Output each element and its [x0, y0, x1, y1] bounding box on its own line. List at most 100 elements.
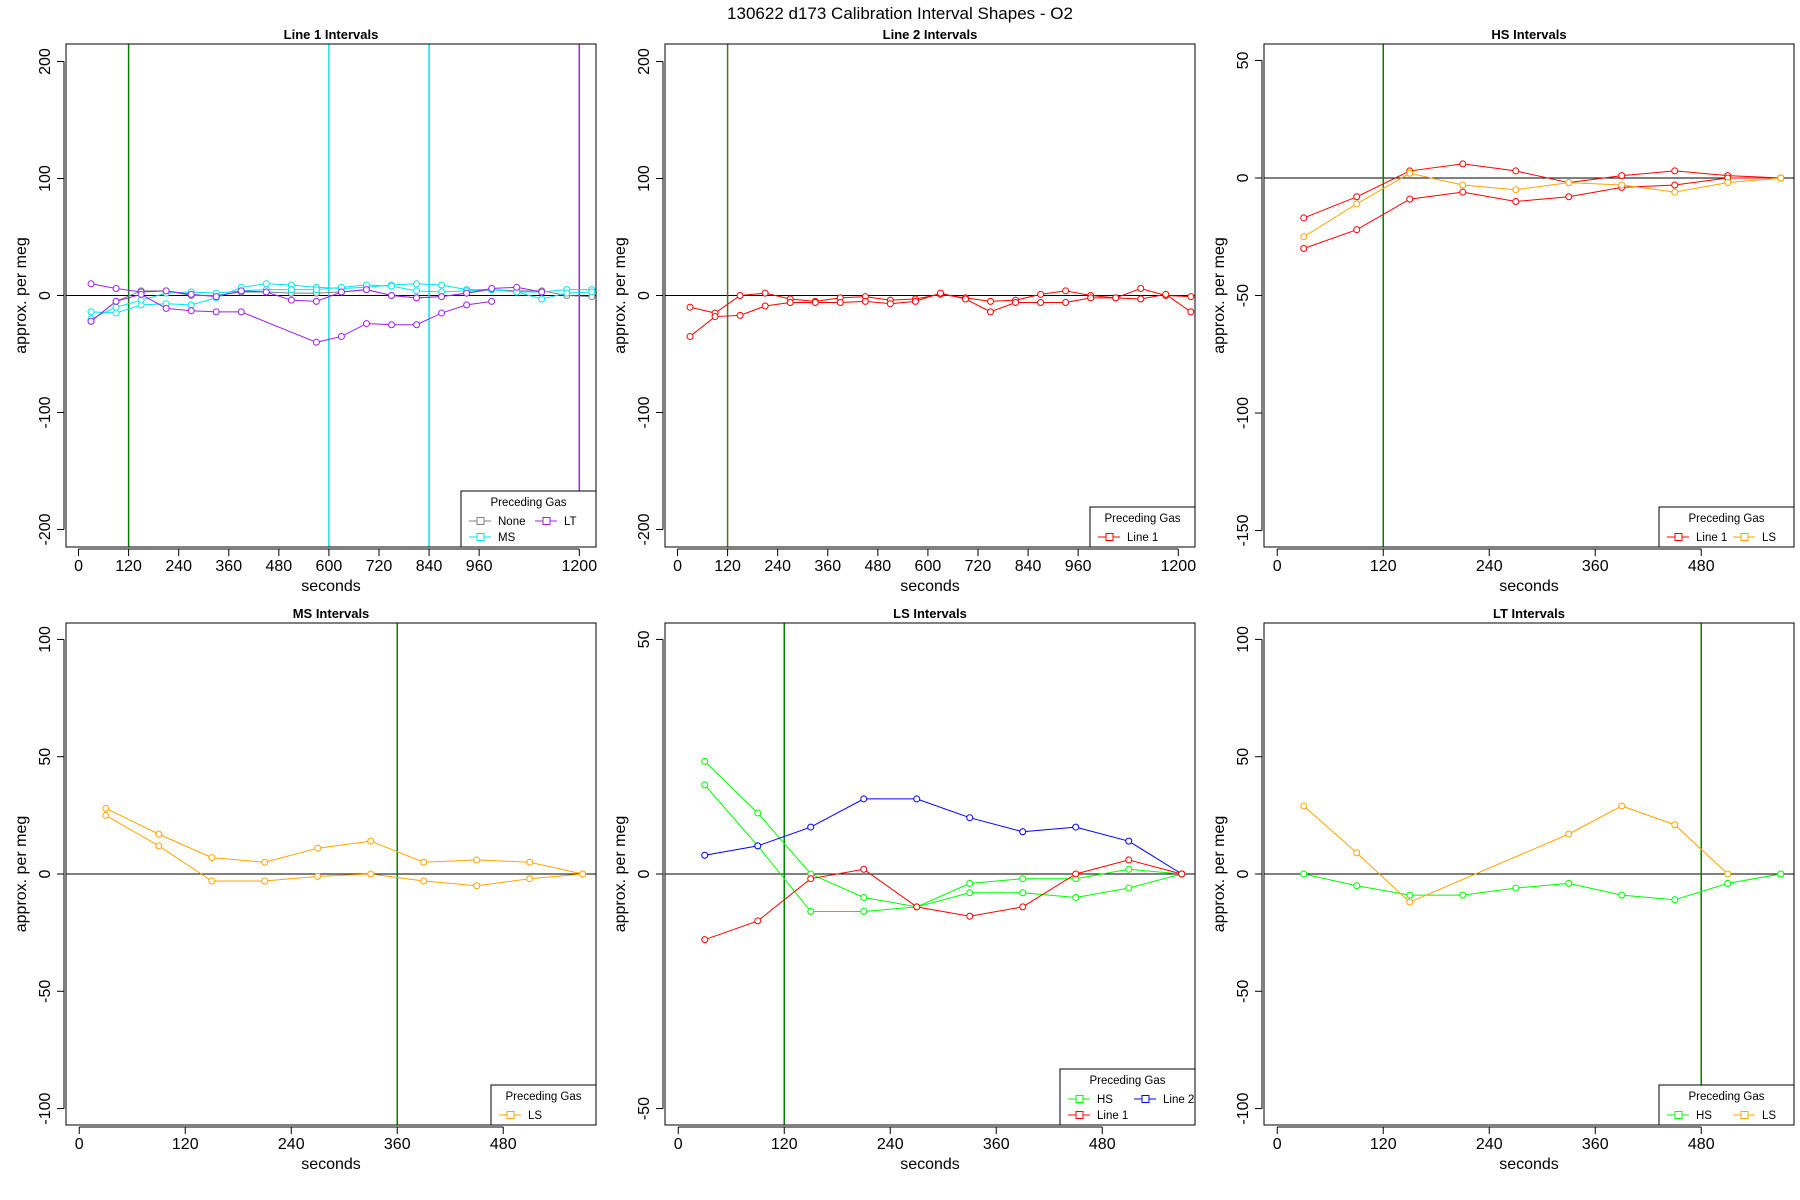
- data-point: [1565, 193, 1573, 201]
- data-point: [786, 299, 794, 307]
- data-point: [314, 844, 322, 852]
- data-point: [208, 854, 216, 862]
- panel-title: LT Intervals: [1493, 606, 1565, 621]
- x-tick-label: 1200: [1161, 558, 1197, 575]
- data-point: [1037, 299, 1045, 307]
- plot-frame: [65, 43, 597, 548]
- y-tick-label: 50: [636, 630, 653, 648]
- x-tick-label: 0: [1273, 1136, 1282, 1153]
- data-point: [1406, 195, 1414, 203]
- data-point: [538, 288, 546, 296]
- data-point: [337, 288, 345, 296]
- data-point: [807, 875, 815, 883]
- panel-title: LS Intervals: [893, 606, 967, 621]
- x-axis: 0 120 240 360 480 seconds: [1273, 548, 1715, 595]
- legend-label: LS: [1762, 1110, 1776, 1122]
- plot-area: [66, 623, 596, 1125]
- series-line: [105, 814, 583, 887]
- x-tick-label: 0: [673, 558, 682, 575]
- x-tick-label: 360: [215, 558, 242, 575]
- data-point: [1512, 197, 1520, 205]
- x-tick-label: 240: [1476, 1136, 1503, 1153]
- series-ls: [1300, 169, 1785, 241]
- x-tick-label: 0: [1273, 558, 1282, 575]
- series-line: [105, 807, 583, 875]
- data-point: [1300, 870, 1308, 878]
- data-point: [1187, 293, 1195, 301]
- panel-title: Line 2 Intervals: [883, 27, 978, 42]
- data-point: [1671, 188, 1679, 196]
- data-point: [736, 311, 744, 319]
- legend-entry: LS: [1733, 532, 1776, 544]
- data-point: [362, 320, 370, 328]
- data-point: [337, 332, 345, 340]
- legend-entry: MS: [469, 532, 516, 544]
- data-point: [1565, 179, 1573, 187]
- data-point: [312, 286, 320, 294]
- legend-title: Preceding Gas: [1688, 513, 1764, 525]
- data-point: [312, 297, 320, 305]
- series-line: [1303, 873, 1781, 901]
- y-axis-label: approx. per meg: [1211, 237, 1228, 354]
- plot-frame: [664, 43, 1196, 548]
- y-axis: -100 -50 0 50 100 approx. per meg: [13, 626, 65, 1125]
- y-tick-label: 100: [37, 165, 54, 192]
- x-tick-label: 480: [1089, 1136, 1116, 1153]
- legend-label: Line 1: [1127, 532, 1158, 544]
- legend-label: LT: [564, 516, 577, 528]
- series-hs: [701, 757, 1186, 911]
- series-ls: [102, 804, 587, 878]
- y-tick-label: 0: [1235, 173, 1252, 182]
- data-point: [187, 307, 195, 315]
- data-point: [987, 308, 995, 316]
- panel-title: MS Intervals: [293, 606, 370, 621]
- plot-area: [66, 44, 596, 547]
- data-point: [488, 284, 496, 292]
- data-point: [155, 830, 163, 838]
- data-point: [287, 286, 295, 294]
- x-tick-label: 120: [1370, 558, 1397, 575]
- legend-swatch: [1674, 533, 1683, 541]
- legend-title: Preceding Gas: [490, 497, 566, 509]
- data-point: [961, 295, 969, 303]
- x-tick-label: 480: [490, 1136, 517, 1153]
- legend-swatch: [1075, 1095, 1084, 1103]
- data-point: [1671, 821, 1679, 829]
- data-point: [754, 842, 762, 850]
- data-point: [367, 837, 375, 845]
- y-tick-label: -150: [1235, 514, 1252, 546]
- data-point: [413, 287, 421, 295]
- data-point: [102, 811, 110, 819]
- data-point: [1300, 244, 1308, 252]
- data-point: [686, 303, 694, 311]
- legend-entry: None: [469, 516, 526, 528]
- legend-title: Preceding Gas: [1688, 1091, 1764, 1103]
- x-axis-label: seconds: [900, 578, 960, 595]
- data-point: [362, 286, 370, 294]
- data-point: [488, 297, 496, 305]
- data-point: [1300, 233, 1308, 241]
- legend-label: LS: [1762, 532, 1776, 544]
- legend-swatch: [1075, 1111, 1084, 1119]
- x-tick-label: 360: [384, 1136, 411, 1153]
- data-point: [438, 293, 446, 301]
- data-point: [579, 870, 587, 878]
- x-tick-label: 960: [1065, 558, 1092, 575]
- panel-4: MS Intervals 0 120 240 360 480 seconds -100 -50 0…: [13, 606, 597, 1173]
- x-tick-label: 0: [674, 1136, 683, 1153]
- y-tick-label: -200: [636, 513, 653, 545]
- data-point: [87, 308, 95, 316]
- data-point: [861, 297, 869, 305]
- data-point: [1062, 287, 1070, 295]
- series-line: [704, 859, 1182, 941]
- y-tick-label: 50: [1235, 51, 1252, 69]
- data-point: [966, 879, 974, 887]
- x-axis-label: seconds: [1499, 1156, 1559, 1173]
- plot-area: [1264, 623, 1794, 1125]
- data-point: [1125, 865, 1133, 873]
- data-point: [966, 889, 974, 897]
- x-axis: 0 120 240 360 480 600 720 840 960 1200 seconds: [673, 548, 1197, 595]
- data-point: [701, 936, 709, 944]
- data-point: [262, 280, 270, 288]
- data-point: [754, 917, 762, 925]
